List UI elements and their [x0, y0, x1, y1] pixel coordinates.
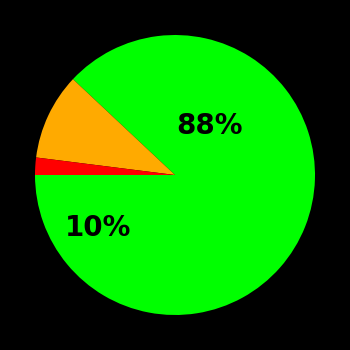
Wedge shape — [35, 35, 315, 315]
Wedge shape — [36, 79, 175, 175]
Text: 10%: 10% — [65, 214, 131, 242]
Wedge shape — [35, 158, 175, 175]
Text: 88%: 88% — [177, 112, 243, 140]
